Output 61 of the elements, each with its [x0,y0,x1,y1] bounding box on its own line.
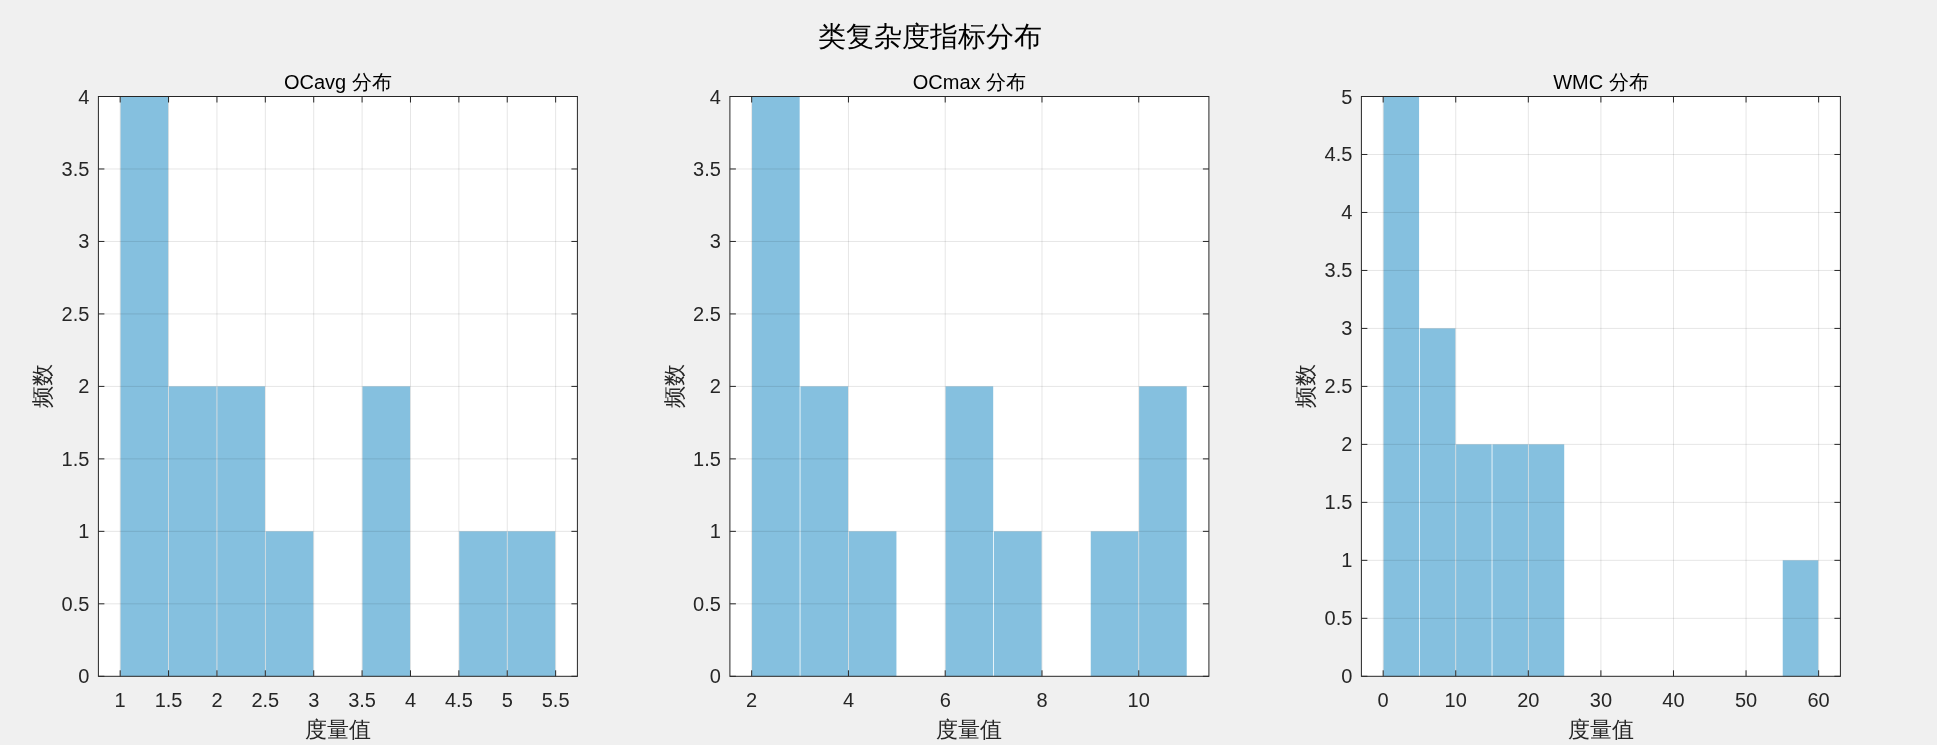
x-tick-label: 3.5 [348,689,376,712]
y-tick-label: 3.5 [693,157,721,180]
x-tick-label: 2 [211,689,223,712]
x-tick-label: 8 [1036,689,1048,712]
y-tick-label: 0.5 [61,592,90,615]
x-tick-label: 60 [1807,689,1830,712]
x-tick-label: 5 [501,689,513,712]
y-tick-label: 3.5 [1324,259,1353,282]
chart-title: OCavg 分布 [283,70,392,93]
y-tick-label: 1.5 [693,447,721,470]
y-tick-label: 2 [709,375,721,398]
x-tick-label: 3 [308,689,320,712]
x-tick-label: 20 [1517,689,1540,712]
x-tick-label: 4 [404,689,417,712]
y-tick-label: 2.5 [693,302,721,325]
y-tick-label: 1 [78,520,90,543]
y-tick-label: 0.5 [693,592,721,615]
y-tick-label: 3 [709,230,721,253]
x-tick-label: 2 [746,689,758,712]
y-tick-label: 4 [1341,201,1353,224]
y-tick-label: 2 [1341,433,1353,456]
x-tick-label: 40 [1662,689,1685,712]
x-axis-title: 度量值 [936,717,1003,743]
y-tick-label: 1 [709,520,721,543]
y-tick-label: 4 [709,85,721,108]
x-tick-label: 10 [1444,689,1467,712]
x-tick-label: 5.5 [541,689,570,712]
y-tick-label: 1 [1341,549,1353,572]
x-tick-label: 4.5 [444,689,473,712]
y-tick-label: 5 [1341,85,1353,108]
y-tick-label: 2 [78,375,90,398]
x-axis-title: 度量值 [304,717,371,743]
y-tick-label: 0 [709,665,721,688]
x-tick-label: 1 [114,689,126,712]
x-tick-label: 2.5 [251,689,280,712]
x-tick-label: 4 [842,689,854,712]
x-tick-label: 30 [1589,689,1613,712]
y-tick-label: 0 [1341,665,1353,688]
y-axis-title: 频数 [30,364,56,409]
y-tick-label: 3 [78,230,90,253]
y-tick-label: 4 [78,85,90,108]
x-tick-label: 6 [939,689,951,712]
x-axis-title: 度量值 [1567,717,1634,743]
y-axis-title: 频数 [1293,364,1319,409]
y-tick-label: 3.5 [61,157,90,180]
x-tick-label: 50 [1734,689,1758,712]
y-tick-label: 3 [1341,317,1353,340]
x-tick-label: 0 [1377,689,1389,712]
chart-title: WMC 分布 [1553,70,1649,93]
y-tick-label: 2.5 [61,302,90,325]
chart-title: OCmax 分布 [912,70,1027,93]
y-tick-label: 0.5 [1324,607,1353,630]
x-tick-label: 10 [1127,689,1150,712]
y-tick-label: 4.5 [1324,143,1353,166]
y-tick-label: 0 [78,665,90,688]
x-tick-label: 1.5 [154,689,183,712]
y-axis-title: 频数 [661,364,687,409]
text: 类复杂度指标分布 [817,21,1042,52]
y-tick-label: 2.5 [1324,375,1353,398]
y-tick-label: 1.5 [61,447,90,470]
y-tick-label: 1.5 [1324,491,1353,514]
